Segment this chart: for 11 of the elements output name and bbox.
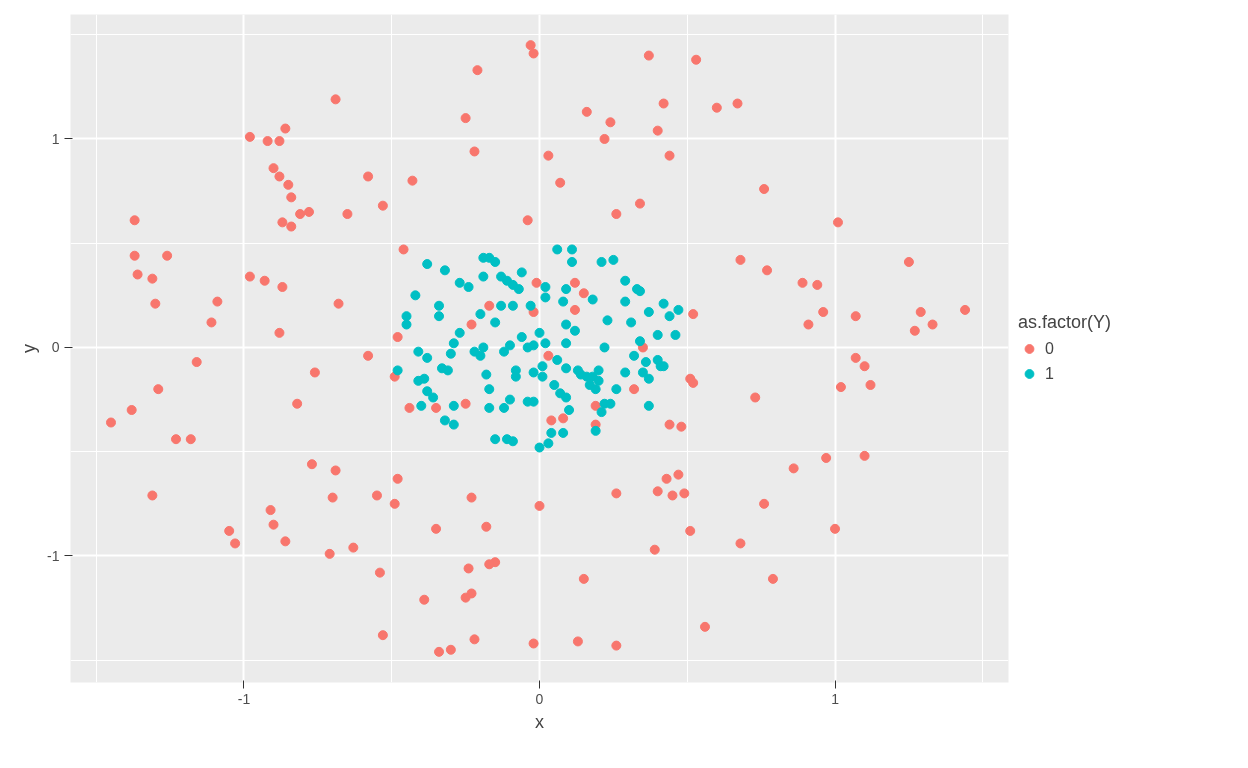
x-axis-title: x [535, 711, 544, 732]
legend-label: 0 [1045, 339, 1055, 358]
legend-label: 1 [1045, 364, 1055, 383]
y-axis-title: y [19, 344, 40, 353]
x-tick-label: 1 [831, 690, 840, 707]
x-tick-label: 0 [535, 690, 544, 707]
x-tick-label: -1 [237, 690, 251, 707]
y-tick-label: 1 [51, 130, 60, 147]
y-tick-label: 0 [51, 339, 60, 356]
legend-title: as.factor(Y) [1018, 311, 1112, 333]
y-tick-label: -1 [47, 547, 60, 564]
